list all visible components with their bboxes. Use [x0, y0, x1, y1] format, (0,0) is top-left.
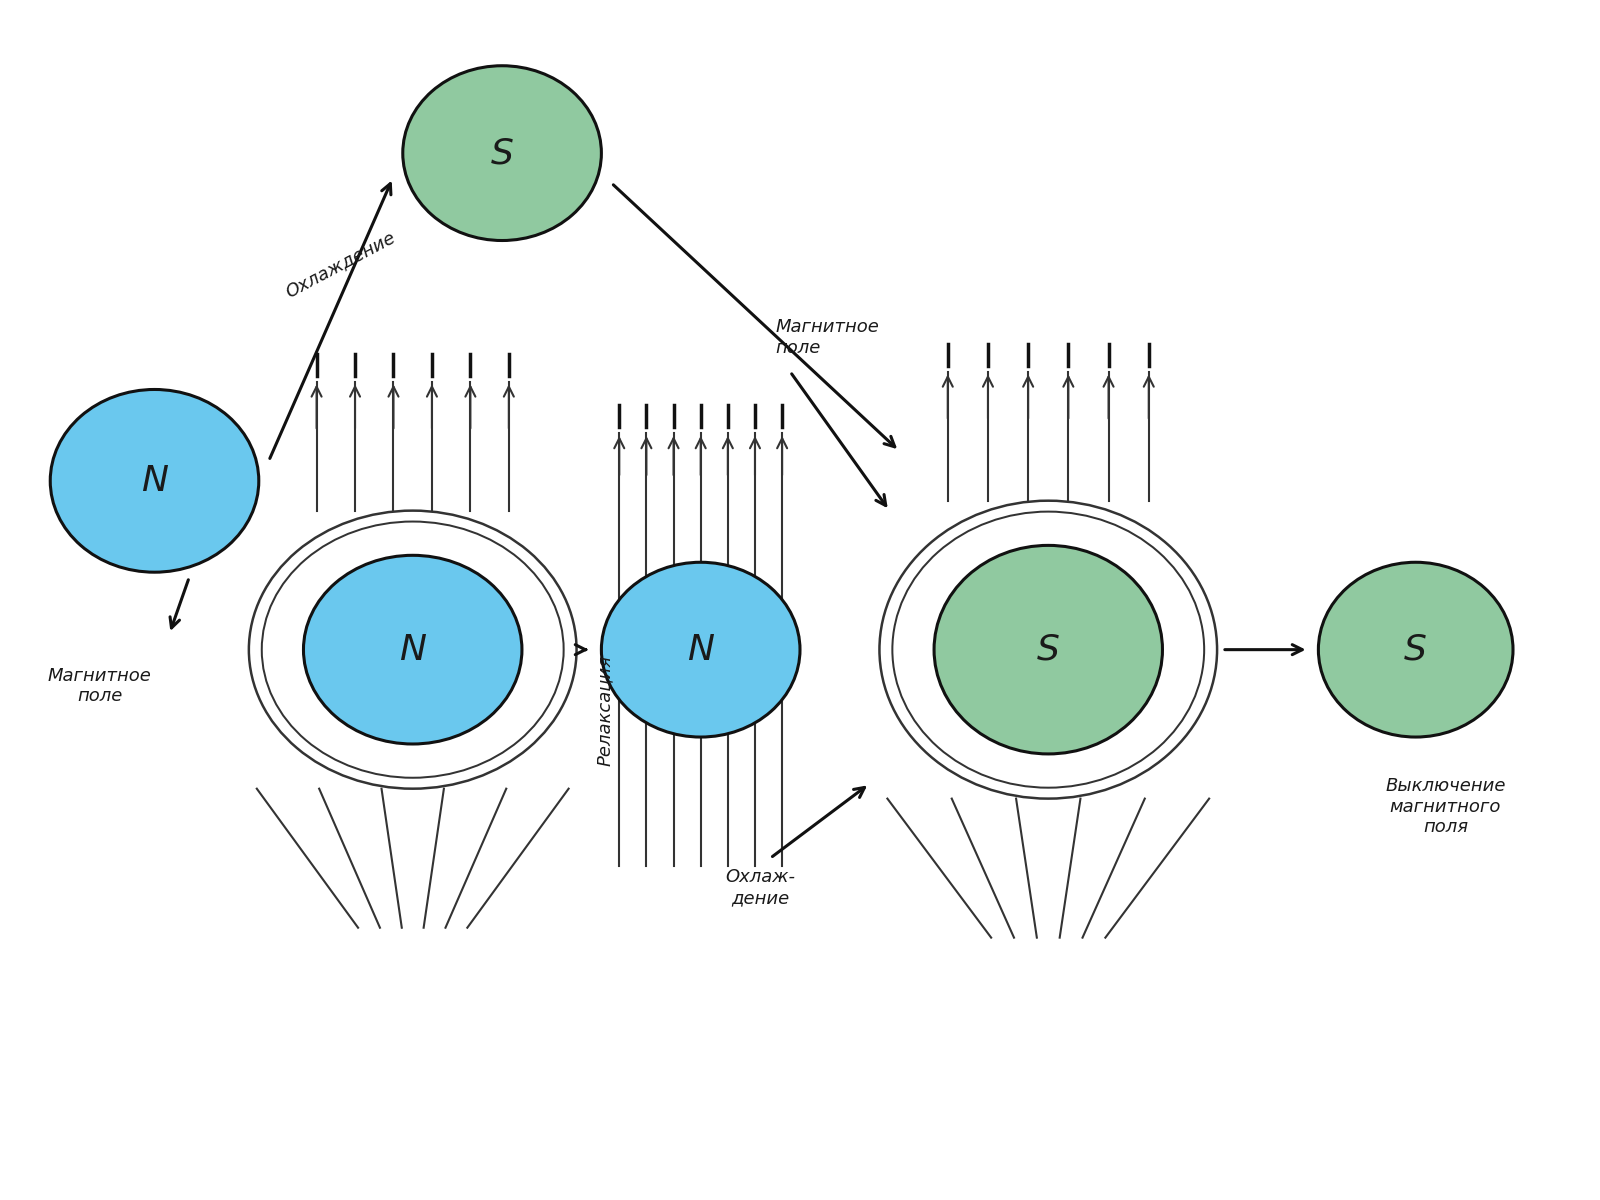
Text: N: N [141, 464, 168, 498]
Text: Магнитное
поле: Магнитное поле [774, 318, 878, 356]
Text: Выключение
магнитного
поля: Выключение магнитного поля [1386, 776, 1506, 836]
Text: S: S [1405, 632, 1427, 667]
Text: Магнитное
поле: Магнитное поле [48, 666, 152, 706]
Ellipse shape [262, 522, 563, 778]
Ellipse shape [934, 545, 1163, 754]
Text: S: S [491, 136, 514, 170]
Ellipse shape [602, 563, 800, 737]
Ellipse shape [403, 66, 602, 240]
Text: N: N [686, 632, 714, 667]
Ellipse shape [250, 511, 576, 788]
Ellipse shape [50, 390, 259, 572]
Ellipse shape [880, 500, 1218, 799]
Ellipse shape [304, 556, 522, 744]
Text: Релаксация: Релаксация [595, 655, 613, 766]
Ellipse shape [893, 511, 1205, 787]
Text: N: N [400, 632, 426, 667]
Text: Охлаждение: Охлаждение [283, 228, 398, 301]
Text: Охлаж-
дение: Охлаж- дение [725, 868, 795, 907]
Text: S: S [1037, 632, 1059, 667]
Ellipse shape [1318, 563, 1514, 737]
